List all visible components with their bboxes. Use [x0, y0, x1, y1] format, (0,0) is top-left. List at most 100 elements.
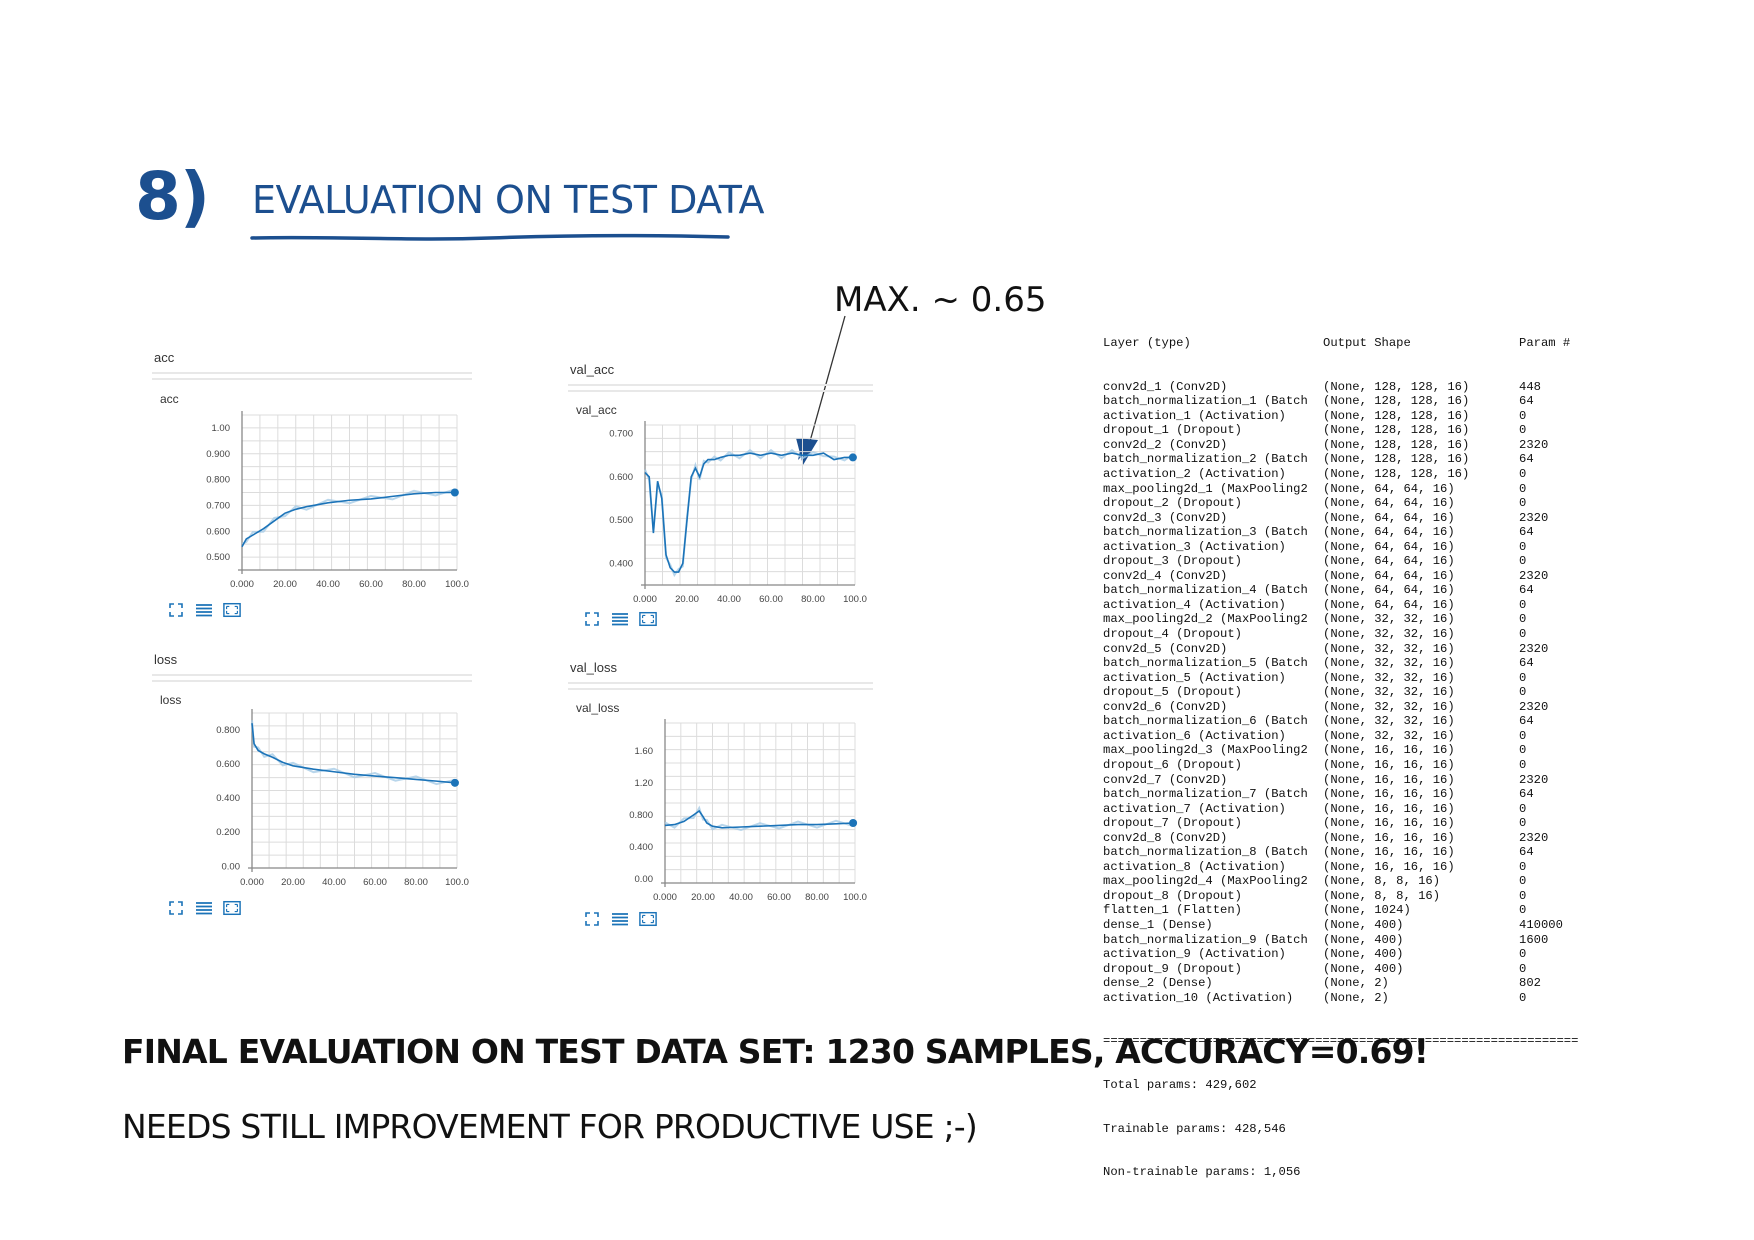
output-shape: (None, 400)	[1323, 947, 1404, 962]
layer-name: activation_4 (Activation)	[1103, 597, 1286, 612]
series-line	[664, 809, 854, 829]
x-tick-label: 100.0	[843, 892, 867, 903]
layer-name: dropout_3 (Dropout)	[1103, 554, 1242, 569]
x-tick-label: 20.00	[281, 877, 305, 888]
list-icon[interactable]	[611, 911, 629, 927]
output-shape: (None, 400)	[1323, 961, 1404, 976]
section-divider	[568, 682, 873, 684]
loss-toolbar	[167, 900, 241, 916]
series-end-point	[848, 453, 857, 462]
acc-toolbar	[167, 602, 241, 618]
y-tick-label: 0.800	[216, 725, 240, 736]
y-tick-label: 0.500	[206, 552, 230, 563]
summary-row: dropout_4 (Dropout) (None, 32, 32, 16) 0	[1103, 627, 1599, 642]
param-count: 2320	[1519, 830, 1549, 845]
val-acc-section-title[interactable]: val_acc	[570, 362, 615, 377]
layer-name: conv2d_6 (Conv2D)	[1103, 699, 1228, 714]
param-count: 0	[1519, 670, 1527, 685]
model-summary: Layer (type) Output Shape Param # conv2d…	[1103, 307, 1599, 1194]
summary-row: batch_normalization_5 (Batch (None, 32, 3…	[1103, 656, 1599, 671]
layer-name: activation_7 (Activation)	[1103, 801, 1286, 816]
header-output-shape: Output Shape	[1323, 336, 1411, 351]
section-divider	[568, 688, 873, 690]
layer-name: batch_normalization_2 (Batch	[1103, 452, 1308, 467]
layer-name: batch_normalization_7 (Batch	[1103, 787, 1308, 802]
total-params: Total params: 429,602	[1103, 1077, 1257, 1092]
acc-section-title[interactable]: acc	[154, 350, 175, 365]
layer-name: activation_9 (Activation)	[1103, 947, 1286, 962]
list-icon[interactable]	[195, 900, 213, 916]
param-count: 0	[1519, 757, 1527, 772]
output-shape: (None, 32, 32, 16)	[1323, 656, 1455, 671]
param-count: 0	[1519, 408, 1527, 423]
summary-row: max_pooling2d_1 (MaxPooling2 (None, 64, 6…	[1103, 482, 1599, 497]
output-shape: (None, 400)	[1323, 917, 1404, 932]
x-tick-label: 40.00	[729, 892, 753, 903]
summary-row: conv2d_7 (Conv2D) (None, 16, 16, 16) 2320	[1103, 773, 1599, 788]
y-tick-label: 1.20	[635, 778, 654, 789]
x-tick-label: 60.00	[767, 892, 791, 903]
y-tick-label: 1.00	[212, 423, 231, 434]
output-shape: (None, 16, 16, 16)	[1323, 816, 1455, 831]
val-acc-chart[interactable]: 0.400 0.500 0.600 0.700 0.000 20.00 40.00 60.00…	[575, 419, 881, 615]
output-shape: (None, 128, 128, 16)	[1323, 394, 1470, 409]
param-count: 64	[1519, 845, 1534, 860]
list-icon[interactable]	[611, 611, 629, 627]
layer-name: dense_2 (Dense)	[1103, 976, 1213, 991]
list-icon[interactable]	[195, 602, 213, 618]
y-tick-label: 0.800	[629, 810, 653, 821]
fit-to-data-icon[interactable]	[639, 611, 657, 627]
fit-to-data-icon[interactable]	[639, 911, 657, 927]
layer-name: dropout_7 (Dropout)	[1103, 816, 1242, 831]
output-shape: (None, 16, 16, 16)	[1323, 830, 1455, 845]
series-end-point	[450, 778, 459, 787]
expand-icon[interactable]	[167, 602, 185, 618]
output-shape: (None, 64, 64, 16)	[1323, 597, 1455, 612]
param-count: 64	[1519, 583, 1534, 598]
summary-row: batch_normalization_2 (Batch (None, 128, …	[1103, 452, 1599, 467]
output-shape: (None, 128, 128, 16)	[1323, 423, 1470, 438]
summary-row: dropout_7 (Dropout) (None, 16, 16, 16) 0	[1103, 816, 1599, 831]
val-loss-chart[interactable]: 0.00 0.400 0.800 1.20 1.60 0.000 20.00 40.00 60.…	[595, 717, 881, 913]
val-loss-section-title[interactable]: val_loss	[570, 660, 617, 675]
x-tick-label: 20.00	[273, 579, 297, 590]
output-shape: (None, 64, 64, 16)	[1323, 539, 1455, 554]
param-count: 0	[1519, 627, 1527, 642]
param-count: 0	[1519, 874, 1527, 889]
layer-name: batch_normalization_5 (Batch	[1103, 656, 1308, 671]
output-shape: (None, 64, 64, 16)	[1323, 525, 1455, 540]
output-shape: (None, 16, 16, 16)	[1323, 772, 1455, 787]
loss-chart[interactable]: 0.00 0.200 0.400 0.600 0.800 0.000 20.00 40.00 6…	[182, 707, 483, 898]
summary-row: conv2d_5 (Conv2D) (None, 32, 32, 16) 2320	[1103, 642, 1599, 657]
section-divider	[152, 674, 472, 676]
expand-icon[interactable]	[583, 611, 601, 627]
x-tick-label: 60.00	[359, 579, 383, 590]
layer-name: activation_10 (Activation)	[1103, 990, 1294, 1005]
output-shape: (None, 16, 16, 16)	[1323, 845, 1455, 860]
param-count: 2320	[1519, 772, 1549, 787]
output-shape: (None, 8, 8, 16)	[1323, 874, 1441, 889]
output-shape: (None, 32, 32, 16)	[1323, 714, 1455, 729]
output-shape: (None, 64, 64, 16)	[1323, 510, 1455, 525]
section-divider	[152, 378, 472, 380]
expand-icon[interactable]	[167, 900, 185, 916]
summary-row: dropout_5 (Dropout) (None, 32, 32, 16) 0	[1103, 685, 1599, 700]
y-tick-label: 0.500	[609, 515, 633, 526]
fit-to-data-icon[interactable]	[223, 602, 241, 618]
x-tick-label: 80.00	[801, 594, 825, 605]
summary-row: conv2d_1 (Conv2D) (None, 128, 128, 16) 448	[1103, 380, 1599, 395]
y-tick-label: 0.600	[206, 526, 230, 537]
val-acc-chart-title: val_acc	[576, 403, 617, 417]
param-count: 0	[1519, 612, 1527, 627]
param-count: 0	[1519, 888, 1527, 903]
expand-icon[interactable]	[583, 911, 601, 927]
param-count: 64	[1519, 714, 1534, 729]
summary-row: batch_normalization_6 (Batch (None, 32, 3…	[1103, 714, 1599, 729]
output-shape: (None, 32, 32, 16)	[1323, 699, 1455, 714]
x-tick-label: 100.0	[445, 579, 469, 590]
layer-name: dropout_1 (Dropout)	[1103, 423, 1242, 438]
fit-to-data-icon[interactable]	[223, 900, 241, 916]
series-raw-line	[251, 720, 456, 786]
acc-chart[interactable]: 0.500 0.600 0.700 0.800 0.900 1.00 0.000 20.00 4…	[172, 409, 483, 600]
loss-section-title[interactable]: loss	[154, 652, 178, 667]
